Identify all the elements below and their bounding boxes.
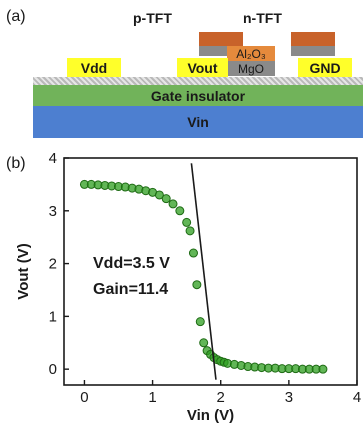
data-point	[185, 226, 195, 236]
p-tft-label: p-TFT	[133, 10, 172, 26]
panel-b-letter: (b)	[6, 155, 26, 172]
panel-a-letter: (a)	[6, 8, 26, 25]
n-tft-label: n-TFT	[243, 10, 282, 26]
gnd-electrode: GND	[298, 58, 352, 77]
data-point	[199, 338, 209, 348]
fit-line	[190, 163, 217, 380]
vout-label: Vout	[187, 59, 218, 76]
y-tick-label: 1	[49, 308, 57, 325]
y-tick-label: 0	[49, 361, 57, 378]
top-contact-left	[199, 32, 243, 46]
data-point	[175, 206, 185, 216]
y-tick-label: 3	[49, 203, 57, 220]
data-point	[188, 248, 198, 258]
x-tick-label: 1	[148, 389, 156, 406]
al2o3-label: Al₂O₃	[236, 46, 266, 61]
gate-insulator-layer: Gate insulator	[33, 85, 363, 106]
contact-base-right	[291, 46, 335, 56]
vin-substrate: Vin	[33, 106, 363, 138]
data-point	[161, 194, 171, 204]
x-tick-label: 0	[80, 389, 88, 406]
semiconductor-layer	[33, 77, 363, 85]
data-point	[168, 199, 178, 209]
gate-insulator-label: Gate insulator	[150, 87, 246, 104]
data-point	[154, 190, 164, 200]
x-tick-label: 2	[217, 389, 225, 406]
vdd-electrode: Vdd	[67, 58, 121, 77]
x-tick-label: 4	[353, 389, 361, 406]
data-point	[318, 364, 328, 374]
y-tick-label: 4	[49, 150, 57, 167]
top-contact-right	[291, 32, 335, 46]
plot-frame	[63, 157, 358, 386]
x-tick-label: 3	[285, 389, 293, 406]
annotation-gain: Gain=11.4	[93, 281, 168, 298]
data-point	[195, 317, 205, 327]
mgo-layer: MgO	[227, 61, 275, 76]
data-point	[192, 280, 202, 290]
data-point	[182, 217, 192, 227]
al2o3-layer: Al₂O₃	[227, 46, 275, 61]
mgo-label: MgO	[237, 61, 264, 76]
contact-base-left	[199, 46, 243, 56]
annotation-vdd: Vdd=3.5 V	[93, 255, 170, 272]
y-tick-label: 2	[49, 256, 57, 273]
vin-substrate-label: Vin	[187, 114, 209, 130]
vout-electrode: Vout	[177, 58, 228, 77]
x-axis-label: Vin (V)	[187, 407, 234, 423]
y-axis-label: Vout (V)	[15, 243, 32, 299]
gnd-label: GND	[309, 59, 341, 76]
vdd-label: Vdd	[80, 59, 108, 76]
